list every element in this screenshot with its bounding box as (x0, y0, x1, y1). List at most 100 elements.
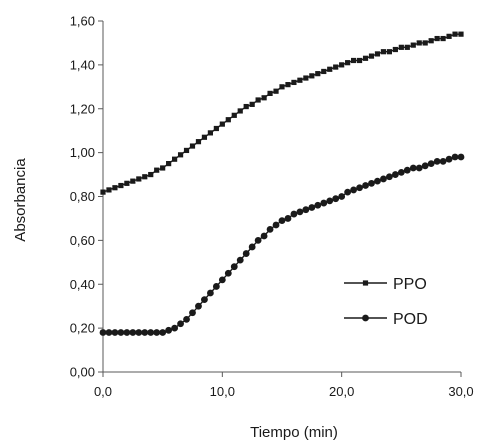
pod-point (380, 175, 387, 183)
pod-point (326, 197, 334, 205)
ppo-point (177, 152, 184, 158)
pod-point (397, 168, 405, 176)
pod-point (105, 329, 113, 336)
ppo-point (189, 143, 196, 149)
ppo-point (309, 73, 315, 79)
ppo-point (112, 185, 118, 191)
pod-point (409, 164, 417, 172)
pod-point (236, 256, 244, 264)
pod-point (332, 195, 340, 203)
legend-label: POD (393, 311, 428, 328)
ppo-point (136, 176, 142, 182)
ppo-point (142, 174, 148, 180)
pod-point (338, 193, 346, 200)
ppo-point (267, 90, 273, 96)
ppo-point (219, 121, 225, 127)
ppo-point (166, 160, 172, 167)
ppo-point (303, 75, 309, 81)
ppo-point (362, 55, 369, 61)
ppo-point (154, 167, 160, 173)
pod-point (117, 329, 125, 336)
ppo-point (374, 51, 381, 57)
pod-point (374, 177, 381, 185)
pod-point (445, 155, 453, 163)
ppo-point (237, 108, 243, 114)
ppo-point (333, 64, 339, 70)
y-axis-ticks: 0,00 0,20 0,40 0,60 0,80 1,00 1,20 1,40 1,60 (70, 14, 103, 380)
pod-line (103, 156, 461, 334)
ppo-point (458, 31, 464, 37)
ppo-point (160, 165, 166, 171)
pod-point (212, 283, 220, 290)
pod-point (218, 276, 226, 284)
x-tick-label: 20,0 (329, 384, 354, 399)
ppo-point (422, 40, 428, 46)
ppo-point (201, 134, 208, 140)
ppo-point (172, 156, 178, 162)
pod-point (207, 289, 214, 297)
series-ppo (100, 31, 464, 195)
pod-point (386, 173, 393, 181)
pod-point (195, 302, 202, 310)
legend-label: PPO (393, 276, 427, 293)
x-axis-title: Tiempo (min) (250, 424, 338, 441)
pod-point (421, 162, 429, 170)
ppo-point (231, 112, 237, 118)
pod-point (111, 329, 119, 336)
ppo-point (148, 171, 154, 178)
ppo-point (291, 79, 297, 86)
pod-point (427, 160, 435, 167)
ppo-point (351, 57, 357, 64)
pod-point (284, 215, 292, 222)
pod-point (296, 208, 304, 216)
pod-point (189, 309, 196, 317)
pod-point (290, 210, 298, 218)
y-tick-label: 0,00 (70, 365, 95, 380)
ppo-point (124, 180, 130, 186)
legend: PPO POD (344, 276, 428, 328)
legend-marker (362, 314, 369, 322)
pod-point (201, 296, 208, 304)
pod-point (230, 263, 238, 271)
ppo-point (297, 77, 303, 83)
ppo-point (255, 97, 261, 103)
pod-point (403, 166, 411, 174)
ppo-point (440, 35, 446, 42)
ppo-point (446, 33, 452, 39)
ppo-point (356, 57, 363, 64)
ppo-point (392, 46, 398, 53)
legend-marker (362, 280, 369, 286)
ppo-point (273, 88, 279, 94)
x-tick-label: 0,0 (94, 384, 112, 399)
pod-point (350, 186, 357, 194)
y-tick-label: 0,60 (70, 233, 95, 248)
ppo-point (327, 66, 333, 72)
legend-item-ppo: PPO (344, 276, 427, 293)
ppo-point (386, 49, 392, 55)
ppo-point (207, 130, 213, 136)
pod-point (415, 164, 423, 172)
pod-point (159, 329, 167, 336)
ppo-point (106, 187, 112, 193)
x-tick-label: 10,0 (210, 384, 235, 399)
ppo-point (416, 40, 422, 46)
ppo-point (213, 125, 219, 132)
pod-point (362, 182, 369, 189)
pod-point (242, 250, 250, 257)
pod-point (272, 221, 280, 229)
pod-point (153, 329, 161, 336)
ppo-point (380, 49, 387, 55)
pod-point (356, 184, 363, 192)
ppo-point (410, 42, 416, 48)
ppo-point (261, 95, 267, 101)
ppo-point (398, 44, 404, 50)
pod-point (266, 226, 274, 233)
ppo-point (368, 53, 375, 59)
ppo-point (428, 38, 434, 44)
pod-point (314, 201, 322, 209)
ppo-point (195, 139, 202, 145)
y-tick-label: 0,20 (70, 321, 95, 336)
pod-point (248, 243, 256, 251)
plot-area (99, 31, 465, 336)
pod-point (165, 326, 173, 334)
